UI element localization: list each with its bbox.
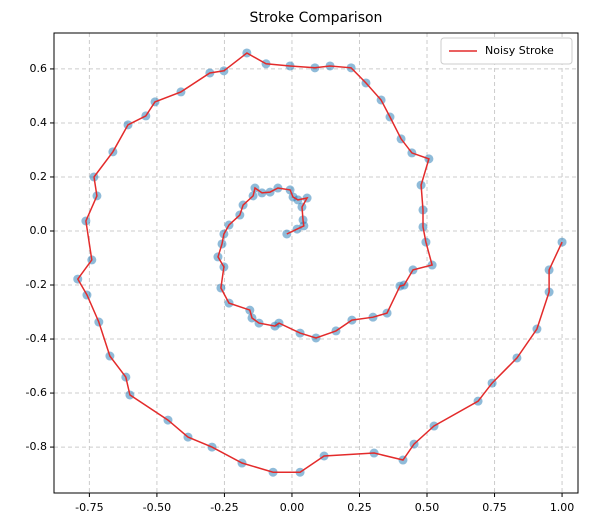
- x-tick-label: 0.00: [280, 501, 305, 514]
- point: [557, 237, 567, 247]
- y-tick-label: 0.2: [30, 170, 48, 183]
- chart-title: Stroke Comparison: [250, 10, 383, 26]
- x-tick-label: -0.75: [75, 501, 103, 514]
- y-tick-label: 0.4: [30, 116, 48, 129]
- y-tick-label: -0.2: [26, 278, 47, 291]
- x-tick-label: 0.75: [482, 501, 507, 514]
- y-tick-label: 0.0: [30, 224, 48, 237]
- x-tick-label: 0.50: [415, 501, 440, 514]
- legend-box: [440, 37, 573, 65]
- y-tick-label: -0.6: [26, 386, 47, 399]
- x-tick-label: 0.25: [347, 501, 372, 514]
- plot-frame: [53, 32, 579, 494]
- y-tick-label: 0.6: [30, 62, 48, 75]
- stroke-line: [76, 52, 563, 473]
- legend-label: Noisy Stroke: [485, 44, 554, 57]
- x-tick-label: -0.50: [143, 501, 171, 514]
- y-tick-label: -0.8: [26, 440, 47, 453]
- y-tick-label: -0.4: [26, 332, 47, 345]
- x-tick-label: -0.25: [210, 501, 238, 514]
- x-tick-label: 1.00: [550, 501, 575, 514]
